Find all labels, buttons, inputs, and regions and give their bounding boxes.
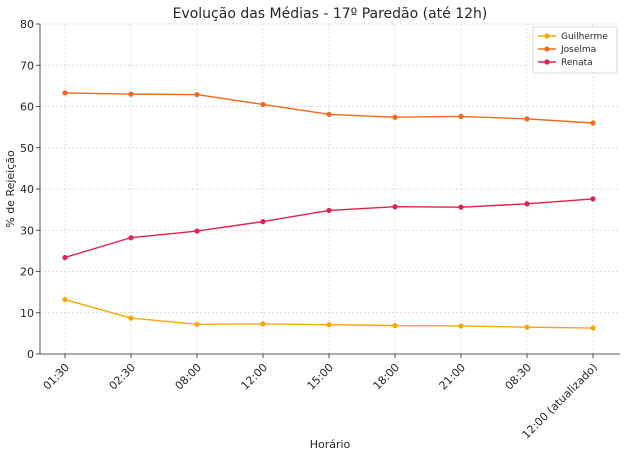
data-point <box>590 120 596 126</box>
data-point <box>260 321 266 327</box>
y-tick-label: 30 <box>20 224 34 237</box>
data-point <box>62 254 68 261</box>
series-renata <box>62 196 596 261</box>
y-tick-label: 10 <box>20 307 34 320</box>
data-point <box>524 324 530 330</box>
legend-item-guilherme: Guilherme <box>538 32 608 42</box>
y-tick-label: 40 <box>20 183 34 196</box>
data-point <box>194 91 200 98</box>
x-tick-label: 15:00 <box>305 361 337 393</box>
legend-label: Joselma <box>560 45 596 55</box>
y-tick-label: 80 <box>20 18 34 31</box>
series-guilherme <box>62 296 596 331</box>
y-axis-title: % de Rejeição <box>4 150 17 228</box>
x-tick-label: 02:30 <box>107 361 139 393</box>
y-tick-label: 50 <box>20 142 34 155</box>
x-axis-title: Horário <box>310 438 351 451</box>
data-point <box>458 323 464 329</box>
data-point <box>524 201 530 207</box>
legend-marker <box>544 33 550 39</box>
legend-label: Renata <box>561 58 593 68</box>
data-point <box>392 204 398 210</box>
x-tick-label: 01:30 <box>41 361 73 393</box>
grid <box>40 23 620 355</box>
data-point <box>128 315 134 321</box>
series <box>62 90 596 331</box>
data-point <box>326 322 332 328</box>
x-ticks: 01:30 02:30 08:00 12:00 15:00 18:00 21:00 08:30… <box>41 354 601 442</box>
chart-title: Evolução das Médias - 17º Paredão (até 1… <box>173 6 488 22</box>
legend-marker <box>544 46 550 52</box>
y-ticks: 0 10 20 30 40 50 60 70 80 <box>20 18 40 361</box>
data-point <box>128 235 134 241</box>
x-tick-label: 12:00 <box>239 361 271 393</box>
data-point <box>260 101 266 108</box>
data-point <box>194 321 200 327</box>
data-point <box>392 114 398 120</box>
y-tick-label: 0 <box>27 348 34 361</box>
data-point <box>458 113 464 119</box>
data-point <box>260 218 266 225</box>
data-point <box>590 325 596 331</box>
data-point <box>326 207 332 214</box>
data-point <box>62 296 68 303</box>
data-point <box>458 204 464 210</box>
data-point <box>590 196 596 202</box>
x-tick-label: 18:00 <box>371 361 403 393</box>
data-point <box>326 111 332 117</box>
y-tick-label: 60 <box>20 101 34 114</box>
legend-item-renata: Renata <box>538 58 593 68</box>
legend-label: Guilherme <box>561 32 608 42</box>
x-tick-label: 21:00 <box>437 361 469 393</box>
data-point <box>194 228 200 234</box>
y-tick-label: 20 <box>20 266 34 279</box>
data-point <box>128 91 134 97</box>
data-point <box>392 322 398 329</box>
legend: Guilherme Joselma Renata <box>532 26 618 74</box>
legend-marker <box>544 59 550 65</box>
x-tick-label: 08:30 <box>503 361 535 393</box>
data-point <box>62 90 68 96</box>
x-tick-label: 12:00 (atualizado) <box>520 361 601 442</box>
legend-item-joselma: Joselma <box>538 45 596 55</box>
series-joselma <box>62 90 596 126</box>
data-point <box>524 116 530 122</box>
x-tick-label: 08:00 <box>173 361 205 393</box>
y-tick-label: 70 <box>20 59 34 72</box>
